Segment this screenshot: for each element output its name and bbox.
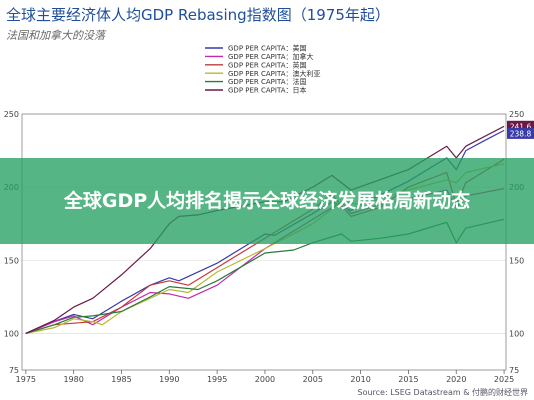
y-tick-label-right: 100 [509,329,524,338]
x-tick-label: 1995 [207,375,227,384]
legend-label-2: GDP PER CAPITA：英国 [228,60,306,69]
x-tick-label: 2010 [350,375,370,384]
y-tick-label-left: 100 [4,329,19,338]
source-note: Source: LSEG Datastream & 付鹏的财经世界 [357,388,528,397]
y-tick-label-right: 150 [509,256,524,265]
end-label-box-0 [507,120,534,132]
legend-label-0: GDP PER CAPITA：美国 [228,44,306,53]
chart-title: 全球主要经济体人均GDP Rebasing指数图（1975年起） [6,6,390,24]
legend-label-1: GDP PER CAPITA：加拿大 [228,52,313,61]
x-tick-label: 1985 [111,375,131,384]
y-tick-label-left: 75 [9,366,19,375]
x-tick-label: 2000 [255,375,275,384]
y-tick-label-right: 75 [509,366,519,375]
y-tick-label-left: 250 [4,110,19,119]
x-tick-label: 2020 [446,375,466,384]
overlay-headline: 全球GDP人均排名揭示全球经济发展格局新动态 [63,190,471,212]
end-label-box-1 [507,127,534,139]
end-label-text-0: 241.6 [510,122,532,131]
x-tick-label: 1990 [159,375,179,384]
end-label-text-1: 238.8 [510,129,532,138]
chart-subtitle: 法国和加拿大的没落 [6,29,105,42]
x-tick-label: 2015 [398,375,418,384]
x-tick-label: 1975 [16,375,36,384]
legend-label-4: GDP PER CAPITA：法国 [228,77,306,86]
y-tick-label-left: 150 [4,256,19,265]
legend-label-3: GDP PER CAPITA：澳大利亚 [228,69,320,78]
legend-label-5: GDP PER CAPITA：日本 [228,86,306,95]
axes: 7575100100150150200200250250197519801985… [4,110,525,384]
x-tick-label: 2025 [494,375,514,384]
x-tick-label: 1980 [63,375,83,384]
x-tick-label: 2005 [303,375,323,384]
overlay-banner: 全球GDP人均排名揭示全球经济发展格局新动态 [0,158,534,244]
y-tick-label-right: 250 [509,110,524,119]
